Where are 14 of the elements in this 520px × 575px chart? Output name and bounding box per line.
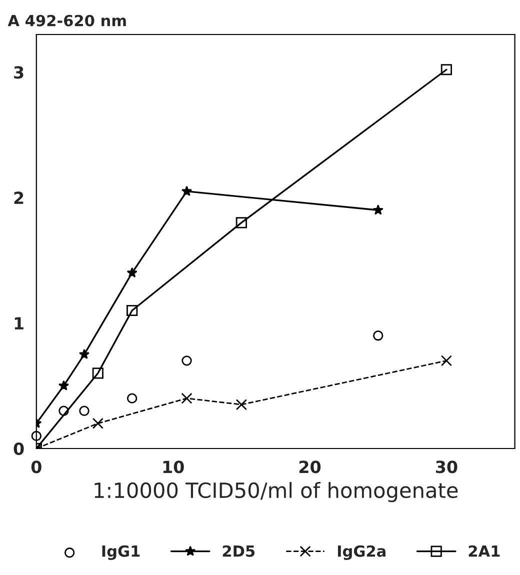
x-tick-label: 10 [163,460,184,474]
y-tick-label: 0 [14,442,24,456]
x-axis-title: 1:10000 TCID50/ml of homogenate [94,482,458,502]
y-tick-label: 2 [14,192,24,204]
x-tick-label: 20 [299,460,321,474]
legend-label: IgG2a [338,545,386,560]
legend-label: 2A1 [468,545,500,557]
legend-label: IgG1 [102,545,140,560]
x-tick-label: 30 [436,460,458,474]
y-tick-label: 1 [14,317,24,330]
x-tick-label: 0 [31,460,42,474]
legend-label: 2D5 [222,545,255,557]
y-axis-title: A 492-620 nm [8,14,126,26]
y-tick-label: 3 [14,66,24,79]
